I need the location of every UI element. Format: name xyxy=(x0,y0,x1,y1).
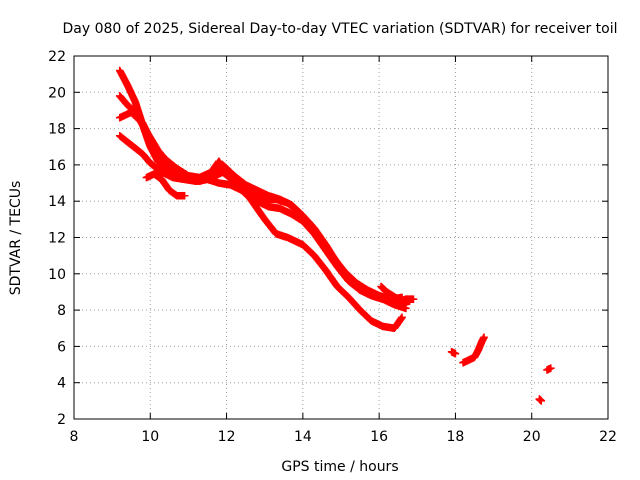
y-tick-labels: 2 4 6 8 10 12 14 16 18 20 22 xyxy=(48,49,66,428)
y-tick-label: 4 xyxy=(57,376,66,392)
plot-frame xyxy=(73,55,609,420)
y-tick-label: 6 xyxy=(57,339,66,355)
y-tick-label: 20 xyxy=(48,85,66,101)
data-point xyxy=(405,297,414,305)
x-tick-label: 18 xyxy=(447,429,465,445)
x-axis-label: GPS time / hours xyxy=(281,459,398,475)
series-track-c xyxy=(115,108,410,313)
data-point xyxy=(480,333,488,342)
grid-lines xyxy=(74,56,608,419)
data-point xyxy=(180,191,189,200)
x-tick-label: 8 xyxy=(70,429,79,445)
x-tick-label: 10 xyxy=(141,429,159,445)
y-tick-label: 10 xyxy=(48,267,66,283)
data-point xyxy=(546,364,555,372)
data-point xyxy=(537,397,546,405)
data-point xyxy=(451,349,460,358)
data-point xyxy=(409,295,418,304)
y-axis-label: SDTVAR / TECUs xyxy=(8,181,24,296)
y-tick-label: 22 xyxy=(48,49,66,65)
y-tick-label: 16 xyxy=(48,158,66,174)
y-tick-label: 2 xyxy=(57,412,66,428)
x-tick-label: 22 xyxy=(599,429,617,445)
chart-title: Day 080 of 2025, Sidereal Day-to-day VTE… xyxy=(62,21,617,37)
data-point xyxy=(398,313,406,322)
y-tick-label: 8 xyxy=(57,303,66,319)
x-tick-label: 14 xyxy=(294,429,312,445)
data-point xyxy=(402,304,410,313)
series-track-f xyxy=(377,282,414,307)
data-points xyxy=(115,66,555,405)
series-track-g xyxy=(447,348,460,358)
x-tick-labels: 8 10 12 14 16 18 20 22 xyxy=(70,429,617,445)
series-track-j xyxy=(543,364,555,374)
series-track-h xyxy=(459,333,488,367)
y-tick-label: 14 xyxy=(48,194,66,210)
series-track-e xyxy=(142,170,189,200)
series-track-i xyxy=(535,395,546,405)
x-tick-label: 20 xyxy=(523,429,541,445)
x-tick-label: 16 xyxy=(370,429,388,445)
y-tick-label: 12 xyxy=(48,231,66,247)
y-tick-label: 18 xyxy=(48,122,66,138)
x-tick-label: 12 xyxy=(218,429,236,445)
